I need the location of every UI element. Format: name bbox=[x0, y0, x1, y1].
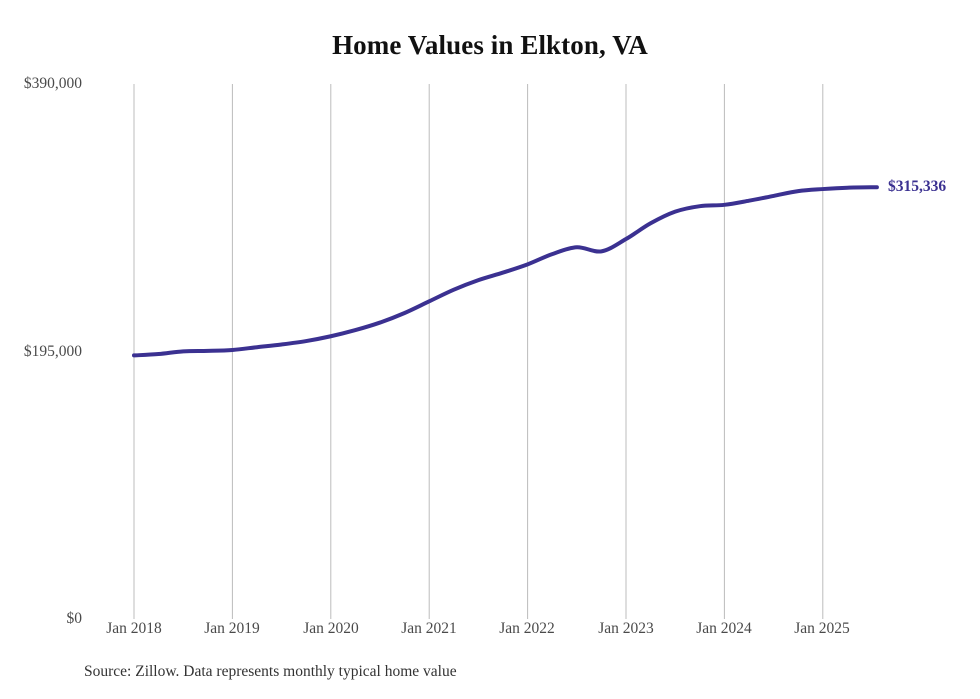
y-axis-tick-label-390000: $390,000 bbox=[23, 75, 82, 92]
data-line-typical-home-value bbox=[132, 185, 879, 358]
x-axis-tick-label-jan-2023: Jan 2023 bbox=[598, 620, 654, 637]
source-note: Source: Zillow. Data represents monthly … bbox=[84, 663, 457, 680]
x-axis-tick-label-jan-2019: Jan 2019 bbox=[204, 620, 260, 637]
x-axis-tick-label-jan-2022: Jan 2022 bbox=[499, 620, 555, 637]
x-axis-tick-label-jan-2020: Jan 2020 bbox=[303, 620, 359, 637]
x-axis-tick-label-jan-2018: Jan 2018 bbox=[106, 620, 162, 637]
x-axis-tick-label-jan-2024: Jan 2024 bbox=[696, 620, 752, 637]
chart-title: Home Values in Elkton, VA bbox=[332, 30, 648, 60]
y-axis-tick-label-0: $0 bbox=[66, 610, 83, 627]
y-axis-tick-label-195000: $195,000 bbox=[23, 343, 82, 360]
x-axis-tick-label-jan-2025: Jan 2025 bbox=[794, 620, 850, 637]
x-axis-tick-label-jan-2021: Jan 2021 bbox=[401, 620, 457, 637]
end-value-annotation: $315,336 bbox=[888, 178, 947, 196]
